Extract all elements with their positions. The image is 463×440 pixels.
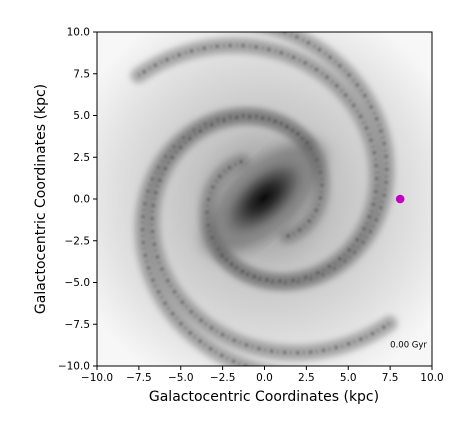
x-tick-label: −5.0 bbox=[168, 372, 194, 384]
y-tick-label: 7.5 bbox=[73, 68, 90, 80]
galaxy-bulge bbox=[216, 153, 312, 243]
y-tick-label: −7.5 bbox=[65, 319, 91, 331]
x-axis: −10.0 −7.5 −5.0 −2.5 0.0 2.5 5.0 7.5 10.0 bbox=[81, 366, 444, 384]
x-tick-label: −7.5 bbox=[126, 372, 152, 384]
x-tick-label: −10.0 bbox=[81, 372, 113, 384]
spiral-arm-dust bbox=[150, 115, 391, 355]
y-tick-label: 5.0 bbox=[73, 110, 90, 122]
x-tick-label: 5.0 bbox=[340, 372, 357, 384]
y-tick-label: 10.0 bbox=[67, 27, 90, 39]
sun-position-point bbox=[395, 194, 405, 204]
x-tick-label: 7.5 bbox=[382, 372, 399, 384]
spiral-arm-dust bbox=[137, 43, 379, 283]
y-tick-label: −5.0 bbox=[65, 277, 91, 289]
x-tick-label: 0.0 bbox=[256, 372, 273, 384]
x-axis-label: Galactocentric Coordinates (kpc) bbox=[149, 389, 379, 405]
data-points bbox=[395, 194, 405, 204]
y-tick-label: −2.5 bbox=[65, 235, 91, 247]
y-tick-label: 2.5 bbox=[73, 152, 90, 164]
y-tick-label: −10.0 bbox=[58, 361, 90, 373]
x-tick-label: 10.0 bbox=[420, 372, 443, 384]
y-tick-label: 0.0 bbox=[73, 194, 90, 206]
plot-area bbox=[97, 32, 432, 366]
y-axis-label: Galactocentric Coordinates (kpc) bbox=[33, 84, 49, 314]
galaxy-spiral-arms bbox=[130, 32, 398, 366]
y-axis: −10.0 −7.5 −5.0 −2.5 0.0 2.5 5.0 7.5 10.0 bbox=[58, 27, 97, 373]
x-tick-label: −2.5 bbox=[210, 372, 236, 384]
time-annotation: 0.00 Gyr bbox=[390, 341, 427, 351]
x-tick-label: 2.5 bbox=[298, 372, 315, 384]
